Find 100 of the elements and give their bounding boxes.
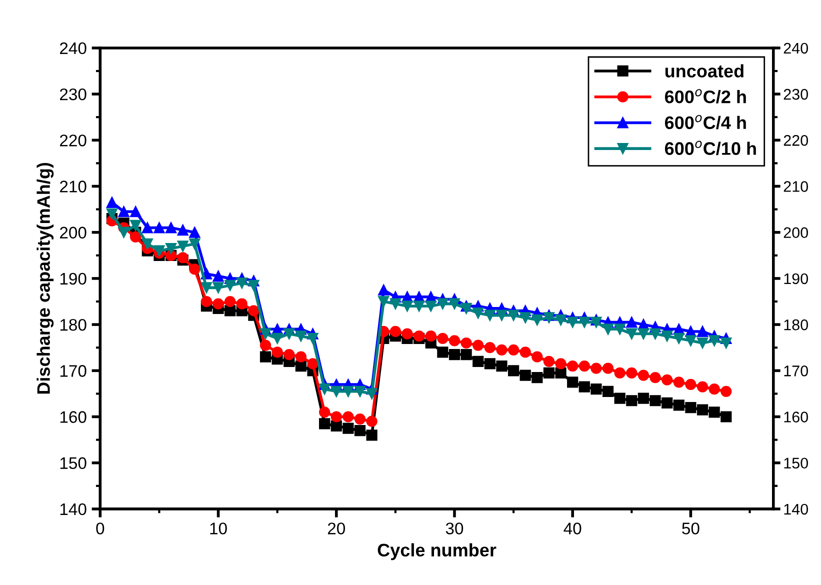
point: [555, 358, 566, 370]
point: [543, 356, 555, 367]
point: [130, 231, 142, 243]
point: [177, 224, 188, 236]
point: [224, 280, 236, 291]
point: [295, 330, 307, 342]
point: [390, 298, 401, 310]
point: [662, 397, 673, 408]
y-tick-label: 170: [60, 365, 86, 377]
point: [189, 264, 200, 275]
point: [236, 298, 248, 310]
point: [650, 395, 661, 406]
point: [402, 300, 413, 312]
y2-tick-label: 220: [784, 135, 808, 146]
point: [673, 400, 684, 411]
point: [354, 386, 366, 397]
point: [165, 222, 177, 234]
x-tick-label: 0: [96, 522, 104, 534]
point: [626, 367, 638, 379]
point: [578, 316, 590, 328]
point: [650, 328, 661, 340]
point: [638, 328, 650, 340]
y2-tick-label: 190: [784, 273, 808, 284]
point: [284, 348, 295, 360]
point: [614, 324, 626, 335]
point: [402, 328, 413, 340]
point: [520, 370, 531, 381]
point: [532, 372, 543, 384]
point: [354, 425, 366, 436]
point: [543, 367, 555, 379]
y2-tick-label: 140: [784, 504, 808, 515]
point: [118, 226, 130, 238]
y-tick-label: 180: [60, 318, 86, 331]
point: [272, 346, 283, 358]
y2-tick-label: 160: [784, 412, 808, 422]
point: [118, 206, 130, 218]
point: [578, 360, 590, 372]
legend-label: uncoated: [665, 64, 744, 78]
point: [154, 222, 165, 234]
point: [696, 381, 708, 392]
point: [602, 362, 614, 374]
point: [602, 386, 614, 397]
point: [437, 346, 448, 358]
point: [448, 348, 460, 360]
point: [673, 376, 684, 388]
point: [626, 316, 638, 328]
point: [555, 367, 566, 379]
x-tick-label: 50: [682, 522, 700, 534]
point: [177, 240, 188, 252]
y-tick-label: 220: [60, 134, 86, 146]
point: [307, 332, 318, 344]
point: [496, 344, 508, 356]
point: [284, 328, 295, 340]
point: [685, 402, 696, 414]
point: [520, 312, 531, 324]
point: [543, 312, 555, 324]
point: [319, 418, 330, 430]
legend-label: 600$^{o}$C/2 h: [664, 89, 746, 104]
y-tick-label: 140: [60, 503, 86, 516]
point: [378, 284, 390, 296]
point: [307, 358, 318, 370]
point: [330, 420, 342, 432]
point: [708, 384, 720, 395]
x-tick-label: 10: [210, 522, 227, 534]
point: [224, 296, 236, 308]
point: [200, 296, 212, 308]
point: [460, 348, 472, 360]
point: [142, 222, 153, 234]
y2-tick-label: 230: [784, 88, 808, 100]
point: [567, 360, 578, 372]
y-tick-label: 240: [60, 42, 86, 54]
point: [708, 406, 720, 418]
point: [390, 326, 401, 338]
y-tick-label: 160: [60, 411, 86, 423]
legend-label: 600$^{o}$C/10 h: [664, 140, 756, 156]
point: [437, 298, 448, 310]
point: [472, 356, 484, 367]
point: [685, 335, 696, 346]
point: [224, 305, 236, 316]
point: [330, 411, 342, 422]
point: [378, 296, 390, 308]
y-tick-label: 190: [60, 272, 86, 285]
point: [662, 330, 673, 342]
point: [106, 196, 118, 208]
point: [484, 342, 496, 354]
y2-tick-label: 170: [784, 366, 808, 376]
point: [708, 335, 720, 346]
point: [130, 220, 142, 232]
point: [720, 411, 732, 422]
point: [448, 298, 460, 310]
point: [696, 404, 708, 416]
y-tick-label: 200: [60, 226, 86, 239]
point: [154, 245, 165, 256]
point: [212, 282, 224, 294]
point: [614, 367, 626, 379]
point: [200, 282, 212, 294]
point: [472, 340, 484, 351]
point: [295, 360, 307, 372]
point: [106, 208, 118, 220]
point: [626, 395, 638, 406]
